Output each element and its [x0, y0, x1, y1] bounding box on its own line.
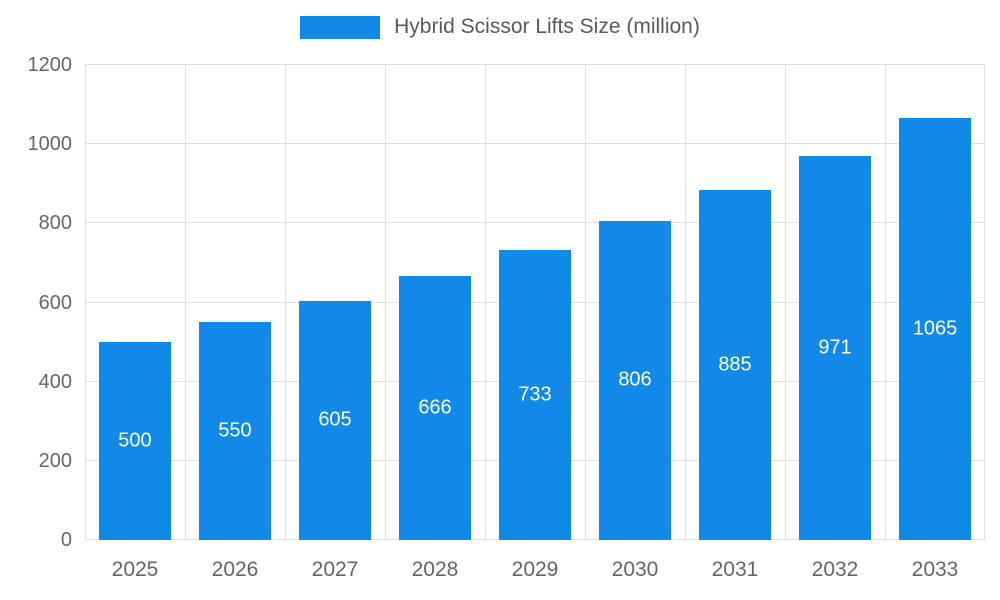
x-tick-label: 2031 [711, 558, 759, 581]
y-tick-label: 1000 [27, 133, 73, 156]
bar-value-label: 605 [318, 408, 352, 431]
bar[interactable]: 500 [98, 342, 171, 540]
gridline-vertical [185, 65, 186, 540]
bar[interactable]: 550 [199, 322, 271, 540]
bar-value-label: 666 [418, 396, 452, 419]
bar-value-label: 971 [818, 336, 852, 359]
x-tick-label: 2028 [411, 558, 459, 581]
bar[interactable]: 605 [299, 300, 371, 540]
y-tick-label: 800 [38, 212, 72, 235]
y-tick-label: 200 [38, 449, 72, 472]
x-tick-label: 2033 [911, 558, 959, 581]
legend-swatch [300, 15, 381, 39]
bar[interactable]: 1065 [899, 118, 971, 540]
y-tick-label: 1200 [27, 54, 73, 76]
x-tick-label: 2027 [311, 558, 359, 581]
gridline-vertical [384, 65, 386, 540]
legend-label: Hybrid Scissor Lifts Size (million) [394, 15, 700, 38]
bar[interactable]: 885 [699, 189, 771, 540]
bar-value-label: 733 [518, 383, 552, 406]
bar-value-label: 1065 [912, 317, 958, 340]
y-axis: 0 200 400 600 800 1000 1200 [0, 55, 73, 550]
x-tick-label: 2029 [511, 558, 559, 581]
gridline-vertical [285, 65, 286, 540]
gridline-vertical [485, 65, 486, 540]
gridline-vertical [585, 65, 586, 540]
y-tick-label: 0 [60, 529, 72, 551]
y-tick-label: 600 [38, 291, 72, 314]
gridline-vertical [85, 65, 86, 540]
bar-value-label: 885 [718, 353, 752, 376]
gridline-horizontal [85, 222, 985, 224]
x-axis: 2025 2026 2027 2028 2029 2030 2031 2032 2033 [85, 552, 985, 586]
gridline-horizontal [85, 64, 985, 65]
plot-area: 500 550 605 666 733 806 885 971 1065 [85, 64, 985, 540]
gridline-horizontal [85, 143, 985, 145]
gridline-vertical [684, 65, 686, 540]
bar[interactable]: 666 [399, 276, 471, 540]
y-tick-label: 400 [38, 370, 72, 393]
bar[interactable]: 971 [799, 155, 871, 540]
x-tick-label: 2025 [111, 558, 159, 581]
bar-value-label: 806 [618, 368, 652, 391]
gridline-vertical [785, 65, 786, 540]
bar[interactable]: 733 [499, 249, 571, 540]
gridline-vertical [984, 65, 985, 540]
gridline-vertical [885, 65, 886, 540]
bar-value-label: 500 [118, 429, 152, 452]
legend-item[interactable]: Hybrid Scissor Lifts Size (million) [300, 15, 700, 39]
x-tick-label: 2026 [211, 558, 259, 581]
x-tick-label: 2030 [611, 558, 659, 581]
bar-value-label: 550 [218, 419, 252, 442]
bar[interactable]: 806 [599, 220, 671, 540]
legend: Hybrid Scissor Lifts Size (million) [0, 15, 1000, 39]
x-tick-label: 2032 [811, 558, 859, 581]
